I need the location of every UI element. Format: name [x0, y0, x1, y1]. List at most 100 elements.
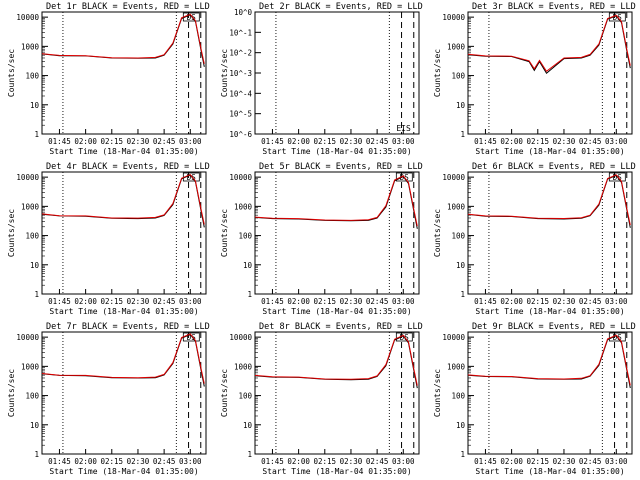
- y-tick-label: 10: [456, 261, 466, 270]
- y-tick-label: 10^-5: [229, 110, 252, 119]
- detector-panel-1: Det 1r BLACK = Events, RED = LLD 1 10 100 10…: [7, 2, 210, 156]
- x-axis-label: Start Time (18-Mar-04 01:35:00): [49, 307, 198, 316]
- flag-box: [395, 332, 413, 342]
- y-axis-label: Counts/sec: [7, 49, 16, 97]
- x-tick-label: 02:00: [500, 297, 523, 306]
- y-axis-label: Counts/sec: [433, 369, 442, 417]
- detector-panel-2: Det 2r BLACK = Events, RED = LLD 10^-6 10^…: [220, 2, 423, 156]
- x-tick-label: 02:30: [340, 457, 363, 466]
- y-tick-label: 1: [460, 450, 465, 459]
- series-line-lld: [254, 175, 418, 227]
- x-tick-label: 02:15: [100, 457, 123, 466]
- x-tick-label: 02:15: [100, 297, 123, 306]
- x-tick-label: 02:00: [500, 457, 523, 466]
- y-tick-label: 10: [30, 421, 40, 430]
- y-tick-label: 1: [34, 130, 39, 139]
- flag-box: [608, 172, 626, 182]
- plot-frame: [254, 171, 420, 295]
- x-tick-label: 02:15: [526, 457, 549, 466]
- x-tick-label: 02:30: [127, 297, 150, 306]
- panel-title: Det 8r BLACK = Events, RED = LLD: [259, 322, 423, 332]
- x-tick-label: 03:00: [179, 137, 202, 146]
- x-tick-label: 01:45: [261, 297, 284, 306]
- panel-title: Det 4r BLACK = Events, RED = LLD: [46, 162, 210, 172]
- y-tick-label: 10000: [16, 333, 39, 342]
- y-tick-label: 100: [451, 232, 465, 241]
- panel-title: Det 2r BLACK = Events, RED = LLD: [259, 2, 423, 12]
- x-tick-label: 02:00: [287, 457, 310, 466]
- y-tick-label: 10: [30, 261, 40, 270]
- y-tick-label: 1: [34, 450, 39, 459]
- x-tick-label: 02:45: [153, 297, 176, 306]
- series-line-lld: [467, 334, 631, 386]
- x-axis-label: Start Time (18-Mar-04 01:35:00): [475, 147, 624, 156]
- y-tick-label: 10^-2: [229, 49, 252, 58]
- panel-title: Det 9r BLACK = Events, RED = LLD: [472, 322, 636, 332]
- x-tick-label: 03:00: [605, 137, 628, 146]
- x-axis-label: Start Time (18-Mar-04 01:35:00): [262, 147, 411, 156]
- detector-panel-8: Det 8r BLACK = Events, RED = LLD 1 10 100 10…: [220, 322, 423, 476]
- x-tick-label: 03:00: [605, 457, 628, 466]
- x-tick-label: 02:30: [340, 297, 363, 306]
- y-tick-label: 10^0: [234, 8, 253, 17]
- flag-box: [395, 172, 413, 182]
- y-tick-label: 1000: [21, 202, 40, 211]
- y-axis-label: Counts/sec: [220, 49, 229, 97]
- x-tick-label: 01:45: [48, 297, 71, 306]
- detector-panel-5: Det 5r BLACK = Events, RED = LLD 1 10 100 10…: [220, 162, 423, 316]
- y-tick-label: 100: [25, 72, 39, 81]
- y-axis-label: Counts/sec: [220, 369, 229, 417]
- y-tick-label: 1000: [234, 362, 253, 371]
- detector-panel-6: Det 6r BLACK = Events, RED = LLD 1 10 100 10…: [433, 162, 636, 316]
- x-tick-label: 02:45: [153, 137, 176, 146]
- y-axis-label: Counts/sec: [7, 369, 16, 417]
- x-axis-label: Start Time (18-Mar-04 01:35:00): [262, 467, 411, 476]
- y-tick-label: 10000: [229, 333, 252, 342]
- x-tick-label: 03:00: [179, 457, 202, 466]
- x-tick-label: 01:45: [48, 137, 71, 146]
- y-tick-label: 10000: [442, 13, 465, 22]
- x-tick-label: 02:15: [526, 297, 549, 306]
- x-tick-label: 02:00: [287, 137, 310, 146]
- x-tick-label: 03:00: [392, 457, 415, 466]
- x-tick-label: 01:45: [474, 457, 497, 466]
- flag-label: EIS: [396, 124, 411, 133]
- plot-frame: [41, 171, 207, 295]
- x-tick-label: 02:30: [553, 457, 576, 466]
- x-tick-label: 02:30: [127, 137, 150, 146]
- y-tick-label: 10: [243, 261, 253, 270]
- x-tick-label: 02:00: [500, 137, 523, 146]
- y-tick-label: 10000: [16, 13, 39, 22]
- x-tick-label: 03:00: [605, 297, 628, 306]
- x-tick-label: 01:45: [474, 137, 497, 146]
- series-line-lld: [467, 14, 631, 73]
- plot-frame: [254, 11, 420, 135]
- y-tick-label: 10^-6: [229, 130, 252, 139]
- detector-panel-4: Det 4r BLACK = Events, RED = LLD 1 10 100 10…: [7, 162, 210, 316]
- x-tick-label: 02:15: [313, 297, 336, 306]
- y-tick-label: 1000: [21, 362, 40, 371]
- panel-title: Det 1r BLACK = Events, RED = LLD: [46, 2, 210, 12]
- x-tick-label: 02:45: [153, 457, 176, 466]
- flag-box: [608, 12, 626, 22]
- y-tick-label: 10000: [442, 333, 465, 342]
- series-line-lld: [467, 174, 631, 226]
- x-axis-label: Start Time (18-Mar-04 01:35:00): [475, 467, 624, 476]
- detector-panel-7: Det 7r BLACK = Events, RED = LLD 1 10 100 10…: [7, 322, 210, 476]
- x-tick-label: 02:30: [340, 137, 363, 146]
- x-tick-label: 02:45: [579, 457, 602, 466]
- plot-frame: [467, 171, 633, 295]
- x-tick-label: 02:45: [579, 297, 602, 306]
- plot-frame: [41, 11, 207, 135]
- detector-panel-3: Det 3r BLACK = Events, RED = LLD 1 10 100 10…: [433, 2, 636, 156]
- y-tick-label: 1000: [21, 42, 40, 51]
- x-axis-label: Start Time (18-Mar-04 01:35:00): [49, 147, 198, 156]
- x-axis-label: Start Time (18-Mar-04 01:35:00): [475, 307, 624, 316]
- x-tick-label: 02:45: [366, 297, 389, 306]
- y-tick-label: 10^-1: [229, 28, 252, 37]
- x-tick-label: 02:15: [313, 457, 336, 466]
- x-tick-label: 03:00: [392, 297, 415, 306]
- plot-frame: [467, 331, 633, 455]
- flag-box: [608, 332, 626, 342]
- x-tick-label: 02:30: [553, 137, 576, 146]
